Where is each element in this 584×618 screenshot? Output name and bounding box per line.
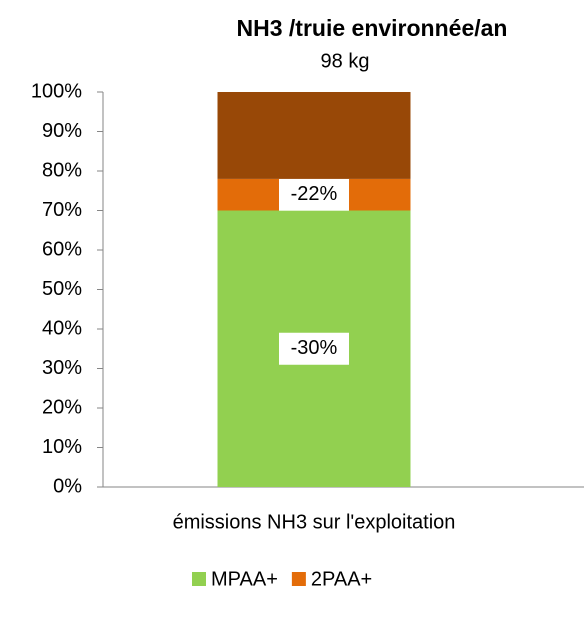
- x-tick-label: émissions NH3 sur l'exploitation: [173, 511, 456, 533]
- y-tick-label: 0%: [53, 475, 82, 497]
- y-tick-label: 90%: [42, 120, 82, 142]
- y-tick-label: 40%: [42, 317, 82, 339]
- y-tick-label: 20%: [42, 396, 82, 418]
- chart-subtitle: 98 kg: [321, 50, 370, 72]
- y-tick-label: 30%: [42, 357, 82, 379]
- y-tick-label: 10%: [42, 436, 82, 458]
- bar-segment: [217, 92, 411, 179]
- chart-title: NH3 /truie environnée/an: [237, 15, 508, 41]
- data-label: -22%: [291, 183, 338, 205]
- legend-swatch: [192, 572, 206, 586]
- y-tick-label: 100%: [31, 80, 82, 102]
- label-box: [279, 178, 349, 211]
- label-box: [279, 332, 349, 365]
- y-tick-label: 70%: [42, 199, 82, 221]
- y-tick-label: 50%: [42, 278, 82, 300]
- legend-label: 2PAA+: [311, 568, 372, 590]
- y-tick-label: 80%: [42, 159, 82, 181]
- data-label: -30%: [291, 337, 338, 359]
- legend-label: MPAA+: [211, 568, 278, 590]
- y-tick-label: 60%: [42, 238, 82, 260]
- legend-swatch: [291, 572, 306, 586]
